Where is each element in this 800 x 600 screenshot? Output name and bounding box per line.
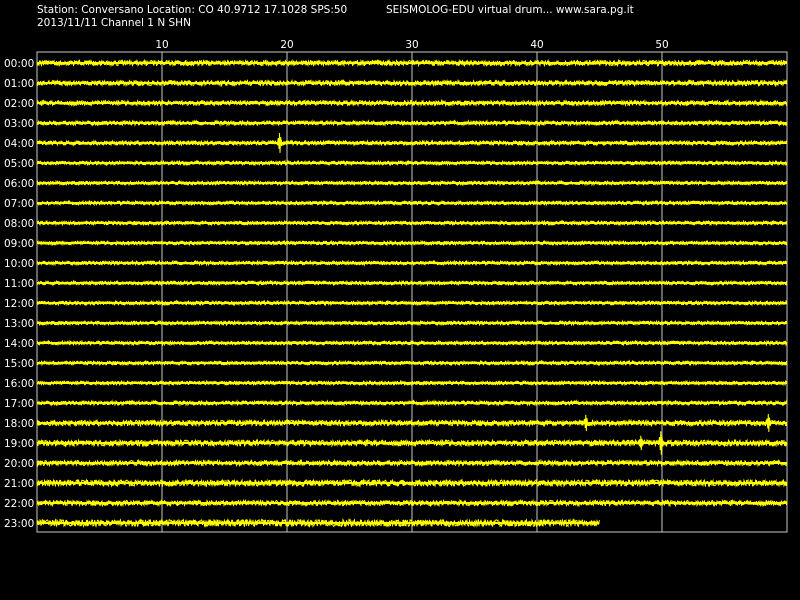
row-label: 22:00 <box>4 498 34 510</box>
seismic-event <box>658 431 665 455</box>
row-labels: 00:00 01:00 02:00 03:00 04:00 05:00 06:00 07:00… <box>4 58 34 530</box>
station-info: Station: Conversano Location: CO 40.9712… <box>37 4 348 16</box>
row-label: 08:00 <box>4 218 34 230</box>
seismic-event <box>277 133 283 153</box>
x-tick-labels: 10 20 30 40 50 <box>155 39 668 51</box>
row-label: 07:00 <box>4 198 34 210</box>
seismic-event <box>583 414 590 432</box>
row-label: 03:00 <box>4 118 34 130</box>
x-tick-label: 50 <box>655 39 668 51</box>
row-label: 18:00 <box>4 418 34 430</box>
x-tick-label: 30 <box>405 39 418 51</box>
row-label: 19:00 <box>4 438 34 450</box>
row-label: 16:00 <box>4 378 34 390</box>
software-banner: SEISMOLOG-EDU virtual drum... www.sara.p… <box>386 4 634 16</box>
grid-lines <box>161 52 663 532</box>
trace-rows <box>36 58 788 529</box>
trace-1400 <box>36 339 788 347</box>
date-channel-info: 2013/11/11 Channel 1 N SHN <box>37 17 191 29</box>
row-label: 21:00 <box>4 478 34 490</box>
trace-1000 <box>36 259 788 267</box>
row-label: 02:00 <box>4 98 34 110</box>
row-label: 17:00 <box>4 398 34 410</box>
row-label: 06:00 <box>4 178 34 190</box>
trace-2300 <box>36 518 600 529</box>
trace-0400 <box>36 139 788 147</box>
row-label: 15:00 <box>4 358 34 370</box>
trace-0200 <box>36 98 788 108</box>
trace-0100 <box>36 78 788 88</box>
trace-1600 <box>36 379 788 387</box>
row-label: 01:00 <box>4 78 34 90</box>
row-label: 10:00 <box>4 258 34 270</box>
row-label: 13:00 <box>4 318 34 330</box>
row-label: 20:00 <box>4 458 34 470</box>
seismic-event <box>638 435 645 451</box>
row-label: 14:00 <box>4 338 34 350</box>
row-label: 11:00 <box>4 278 34 290</box>
x-tick-label: 10 <box>155 39 168 51</box>
row-label: 09:00 <box>4 238 34 250</box>
x-tick-label: 20 <box>280 39 293 51</box>
trace-0900 <box>36 239 788 247</box>
row-label: 04:00 <box>4 138 34 150</box>
seismic-event <box>765 413 772 433</box>
row-label: 12:00 <box>4 298 34 310</box>
row-label: 05:00 <box>4 158 34 170</box>
row-label: 23:00 <box>4 518 34 530</box>
trace-2100 <box>36 478 788 488</box>
trace-1200 <box>36 299 788 307</box>
trace-0300 <box>36 119 788 127</box>
row-label: 00:00 <box>4 58 34 70</box>
x-tick-label: 40 <box>530 39 543 51</box>
